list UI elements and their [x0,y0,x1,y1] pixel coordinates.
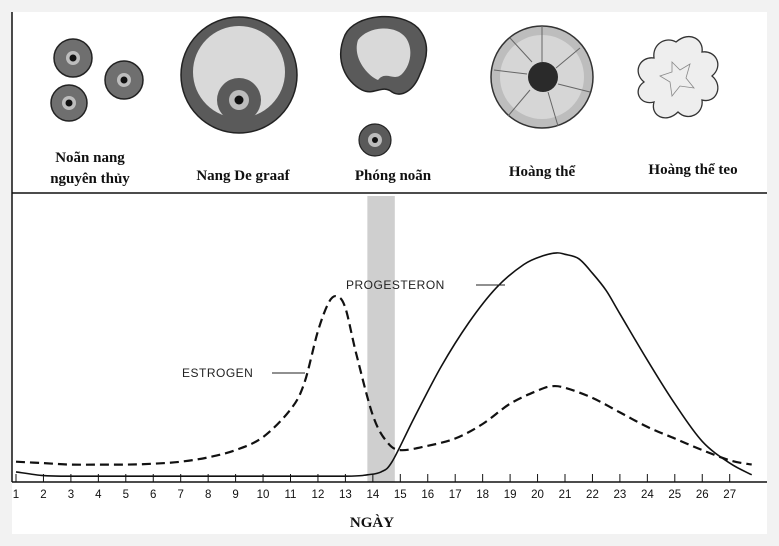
ovulation-icon [340,15,428,157]
x-tick-label-10: 10 [257,489,270,501]
stage-label-primordial-1: Noãn nang [55,150,125,166]
x-tick-label-4: 4 [95,489,102,501]
x-tick-label-11: 11 [285,489,297,501]
x-tick-label-20: 20 [531,489,544,501]
primordial-follicles-icon [50,38,144,122]
stage-label-corpus-albicans: Hoàng thể teo [648,162,737,178]
stage-label-corpus-luteum: Hoàng thể [509,164,576,180]
corpus-albicans-icon [637,36,719,119]
x-tick-label-1: 1 [13,489,19,501]
x-tick-label-7: 7 [177,489,183,501]
x-tick-label-13: 13 [339,489,352,501]
x-axis-title: NGÀY [350,514,394,531]
x-tick-label-15: 15 [394,489,407,501]
ovulation-band-layer [367,196,395,482]
x-tick-label-19: 19 [504,489,517,501]
x-tick-label-14: 14 [366,489,379,501]
x-tick-label-8: 8 [205,489,211,501]
x-tick-label-12: 12 [312,489,325,501]
x-tick-label-25: 25 [668,489,681,501]
ovulation-band [367,196,395,482]
estrogen-line [15,294,752,466]
progesterone-label: PROGESTERON [346,278,445,292]
x-tick-label-23: 23 [614,489,627,501]
x-tick-label-18: 18 [476,489,489,501]
x-tick-label-17: 17 [449,489,462,501]
x-tick-label-21: 21 [559,489,572,501]
x-tick-label-22: 22 [586,489,599,501]
corpus-luteum-icon [490,25,594,129]
x-axis-ticks: 1 2 3 4 5 6 7 8 9 10 11 12 13 14 15 16 17 18 19 20 21 22 23 24 2… [13,474,736,501]
x-tick-label-6: 6 [150,489,156,501]
progesterone-line [15,252,753,478]
x-tick-label-16: 16 [421,489,434,501]
x-tick-label-27: 27 [723,489,736,501]
x-tick-label-9: 9 [232,489,238,501]
stage-label-graafian: Nang De graaf [196,168,290,184]
stage-label-primordial-2: nguyên thủy [50,171,130,187]
graafian-follicle-icon [180,16,298,134]
estrogen-label: ESTROGEN [182,366,253,380]
x-tick-label-24: 24 [641,489,654,501]
x-tick-label-3: 3 [68,489,74,501]
x-tick-label-5: 5 [123,489,129,501]
x-tick-label-26: 26 [696,489,709,501]
stage-label-ovulation: Phóng noãn [355,168,432,184]
x-tick-label-2: 2 [40,489,46,501]
series-layer [15,252,753,478]
